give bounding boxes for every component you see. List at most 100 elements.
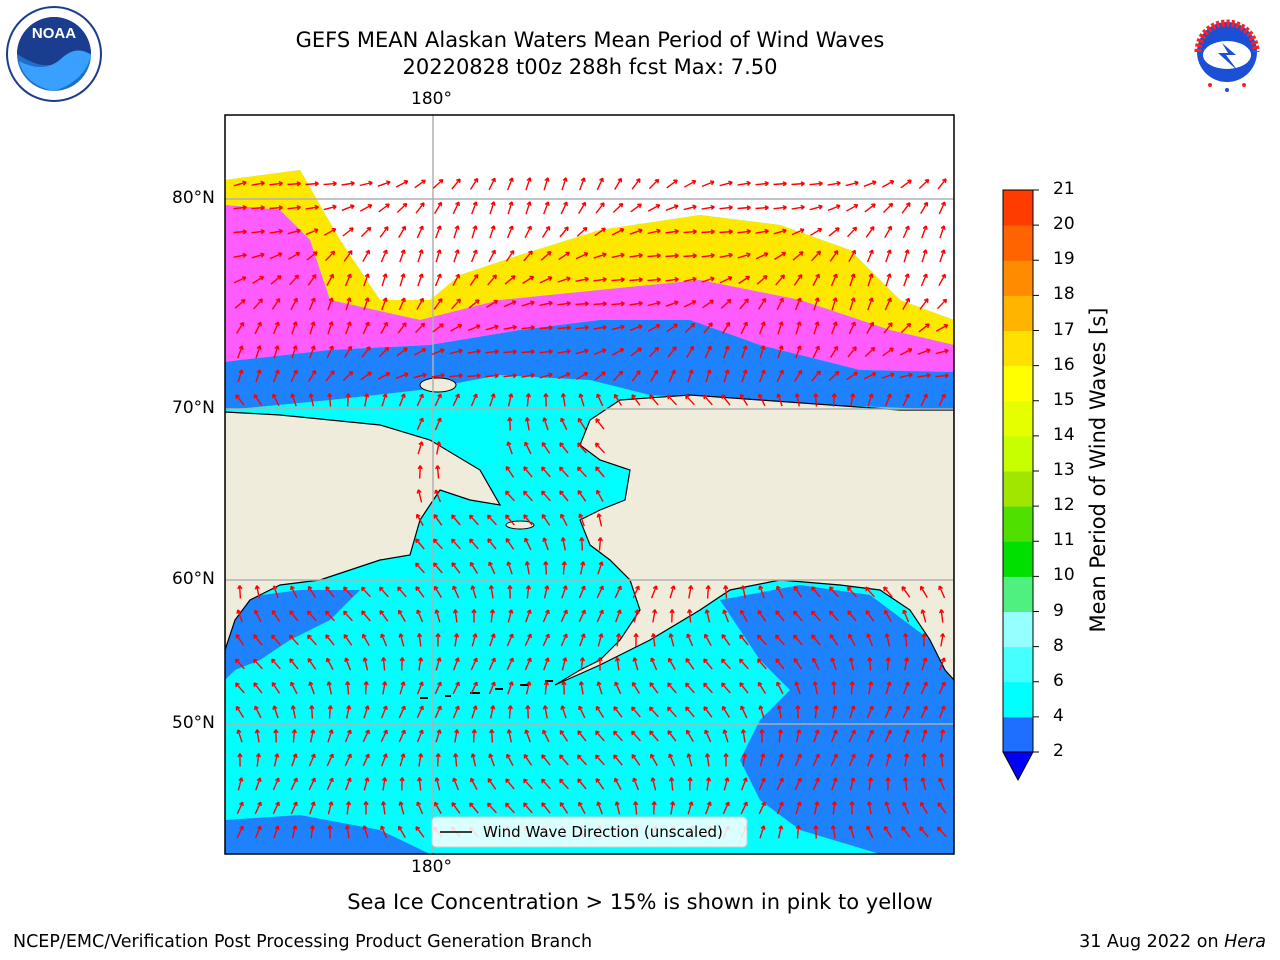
wave-direction-arrow (309, 345, 316, 359)
wave-direction-arrow (236, 801, 244, 815)
wave-direction-arrow (521, 372, 535, 379)
wave-direction-arrow (305, 204, 319, 211)
wave-direction-arrow (253, 298, 263, 310)
wave-direction-arrow (686, 345, 694, 358)
wave-direction-arrow (846, 226, 858, 238)
wave-direction-arrow (309, 705, 315, 719)
wave-direction-arrow (540, 490, 551, 502)
wave-direction-arrow (435, 465, 441, 479)
wave-direction-arrow (557, 372, 571, 380)
colorbar-swatch (1003, 611, 1033, 648)
wave-direction-arrow (560, 705, 567, 719)
wave-direction-arrow (469, 273, 479, 286)
wave-direction-arrow (793, 585, 803, 598)
wave-direction-arrow (899, 372, 913, 379)
wave-direction-arrow (794, 393, 800, 407)
wave-direction-arrow (359, 180, 373, 187)
wave-direction-arrow (577, 490, 587, 502)
ice-yellow (225, 170, 954, 345)
wave-direction-arrow (629, 300, 643, 307)
wave-direction-arrow (885, 657, 891, 671)
wave-direction-arrow (470, 681, 478, 695)
wave-direction-arrow (881, 180, 895, 188)
wave-direction-arrow (344, 753, 352, 767)
wave-direction-arrow (416, 705, 424, 719)
wave-direction-arrow (525, 681, 532, 695)
wave-direction-arrow (288, 634, 299, 646)
wave-direction-arrow (899, 348, 913, 356)
wave-direction-arrow (631, 681, 640, 694)
wave-direction-arrow (467, 324, 481, 332)
wave-direction-arrow (683, 276, 697, 283)
colorbar-swatch (1003, 471, 1033, 507)
wave-direction-arrow (523, 753, 533, 766)
wave-direction-arrow (416, 609, 424, 623)
wave-direction-arrow (506, 657, 514, 671)
wave-direction-arrow (776, 585, 784, 599)
wave-direction-arrow (666, 394, 677, 406)
colorbar-tick-label: 16 (1053, 354, 1075, 375)
colorbar-tick-label: 12 (1053, 495, 1075, 516)
wave-direction-arrow (485, 348, 499, 355)
wave-direction-arrow (612, 202, 624, 214)
wave-direction-arrow (829, 586, 839, 598)
wave-direction-arrow (505, 537, 515, 550)
wave-direction-arrow (471, 633, 478, 647)
wave-direction-arrow (863, 372, 877, 380)
wave-direction-arrow (453, 657, 460, 671)
wave-direction-arrow (578, 201, 587, 214)
wave-direction-arrow (470, 777, 478, 791)
wave-direction-arrow (848, 657, 855, 671)
wave-direction-arrow (828, 227, 840, 237)
wave-direction-arrow (253, 393, 263, 406)
wave-direction-arrow (631, 178, 641, 190)
wave-direction-arrow (884, 633, 891, 647)
wave-direction-arrow (579, 657, 586, 671)
wave-direction-arrow (723, 345, 730, 359)
wave-direction-arrow (434, 681, 442, 695)
wave-direction-arrow (701, 204, 715, 211)
wave-direction-arrow (289, 274, 300, 286)
wave-direction-arrow (791, 204, 805, 211)
wave-direction-arrow (326, 777, 334, 791)
wave-direction-arrow (307, 274, 317, 286)
colorbar-tick-label: 8 (1053, 635, 1064, 656)
wave-direction-arrow (381, 297, 388, 311)
wave-direction-arrow (269, 205, 283, 211)
wave-direction-arrow (506, 441, 513, 455)
wave-direction-arrow (488, 681, 496, 695)
wave-direction-arrow (271, 658, 281, 670)
wave-direction-arrow (233, 180, 247, 187)
wave-direction-arrow (757, 681, 767, 694)
wave-direction-arrow (488, 561, 496, 575)
wave-direction-arrow (453, 225, 460, 239)
wave-direction-arrow (649, 682, 659, 694)
wave-direction-arrow (342, 610, 353, 622)
wave-direction-arrow (362, 249, 370, 263)
wave-direction-arrow (595, 466, 605, 478)
wave-direction-arrow (813, 321, 820, 335)
wave-direction-arrow (795, 321, 802, 335)
wave-direction-arrow (272, 705, 279, 719)
wave-direction-arrow (540, 251, 552, 261)
wave-direction-arrow (846, 586, 857, 598)
wave-direction-arrow (541, 225, 551, 238)
wave-direction-arrow (849, 705, 856, 719)
wave-direction-arrow (759, 825, 766, 839)
wave-direction-arrow (845, 180, 859, 187)
wave-direction-arrow (703, 394, 713, 406)
wave-direction-arrow (831, 777, 838, 791)
wave-direction-arrow (687, 777, 693, 791)
wave-direction-arrow (720, 298, 732, 309)
wave-direction-arrow (575, 252, 589, 260)
wave-direction-arrow (273, 729, 279, 743)
colorbar-swatch (1003, 541, 1033, 577)
wave-direction-arrow (271, 609, 281, 622)
wave-direction-arrow (557, 276, 571, 283)
wave-direction-arrow (683, 180, 697, 188)
wave-direction-arrow (900, 322, 912, 334)
wave-direction-arrow (449, 372, 463, 379)
wave-direction-arrow (452, 201, 460, 215)
wave-direction-arrow (831, 705, 838, 719)
wave-direction-arrow (524, 441, 532, 455)
